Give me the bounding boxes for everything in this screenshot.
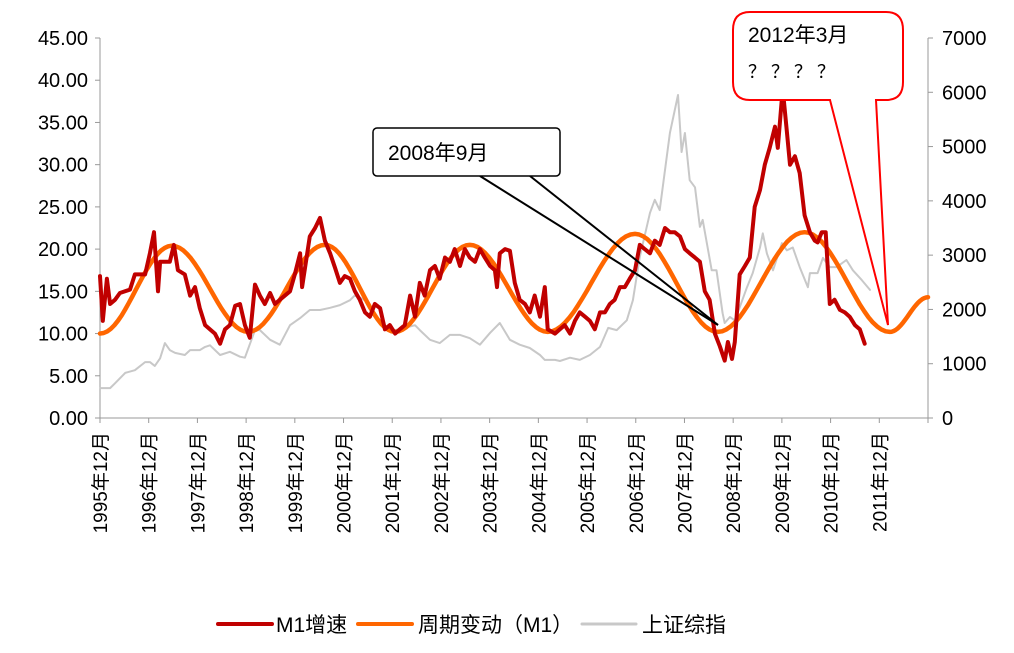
x-tick-label: 2002年12月 (431, 432, 453, 533)
y-left-tick-label: 10.00 (38, 324, 88, 346)
x-tick-label: 2003年12月 (480, 432, 502, 533)
x-tick-label: 2009年12月 (772, 432, 794, 533)
y-right-tick-label: 0 (942, 408, 953, 430)
callout-2008: 2008年9月 (372, 127, 719, 326)
callout-2008-pointer-b (529, 175, 719, 326)
x-tick-label: 2006年12月 (626, 432, 648, 533)
y-right-tick-label: 4000 (942, 191, 987, 213)
y-right-tick-label: 7000 (942, 28, 987, 50)
x-tick-label: 2004年12月 (528, 432, 550, 533)
callout-2012-bubble (732, 11, 904, 326)
x-tick-label: 2000年12月 (334, 432, 356, 533)
x-tick-label: 2008年12月 (723, 432, 745, 533)
axes: 0.00 5.00 10.00 15.00 20.00 25.00 30.00 35.00 40… (38, 28, 987, 533)
x-tick-label: 1996年12月 (139, 432, 161, 533)
callout-2012-subtext: ？ ？ ？ ？ (748, 62, 835, 82)
x-tick-label: 2005年12月 (577, 432, 599, 533)
y-right-tick-label: 1000 (942, 354, 987, 376)
x-tick-label: 1999年12月 (285, 432, 307, 533)
y-right-tick-label: 3000 (942, 245, 987, 267)
y-left-tick-label: 35.00 (38, 112, 88, 134)
legend-label-cycle: 周期变动（M1） (418, 614, 573, 637)
y-left-tick-label: 40.00 (38, 70, 88, 92)
y-right-tick-label: 5000 (942, 137, 987, 159)
series-line-m1-growth (98, 86, 867, 363)
callout-2008-text: 2008年9月 (388, 142, 488, 165)
callout-2012: 2012年3月 ？ ？ ？ ？ (732, 11, 904, 326)
legend-label-m1: M1增速 (276, 614, 347, 637)
y-left-tick-label: 20.00 (38, 239, 88, 261)
x-tick-label: 1998年12月 (236, 432, 258, 533)
callout-2008-pointer-a (479, 175, 719, 326)
y-left-tick-label: 30.00 (38, 155, 88, 177)
x-tick-label: 2010年12月 (821, 432, 843, 533)
series-layer (97, 86, 931, 390)
x-tick-label: 2007年12月 (674, 432, 696, 533)
x-tick-label: 2001年12月 (382, 432, 404, 533)
callout-2012-text: 2012年3月 (748, 24, 848, 47)
y-left-tick-label: 0.00 (49, 408, 88, 430)
y-left-tick-label: 45.00 (38, 28, 88, 50)
series-line-shanghai-index (99, 94, 871, 390)
legend-label-index: 上证综指 (642, 614, 726, 637)
y-left-tick-label: 15.00 (38, 281, 88, 303)
callout-2008-box (372, 127, 561, 177)
y-right-tick-label: 6000 (942, 82, 987, 104)
y-left-tick-label: 25.00 (38, 197, 88, 219)
legend: M1增速 周期变动（M1） 上证综指 (216, 614, 726, 637)
x-tick-label: 2011年12月 (869, 432, 891, 532)
y-right-tick-label: 2000 (942, 299, 987, 321)
y-left-tick-label: 5.00 (49, 366, 88, 388)
x-tick-label: 1995年12月 (90, 432, 112, 533)
x-tick-label: 1997年12月 (187, 432, 209, 533)
